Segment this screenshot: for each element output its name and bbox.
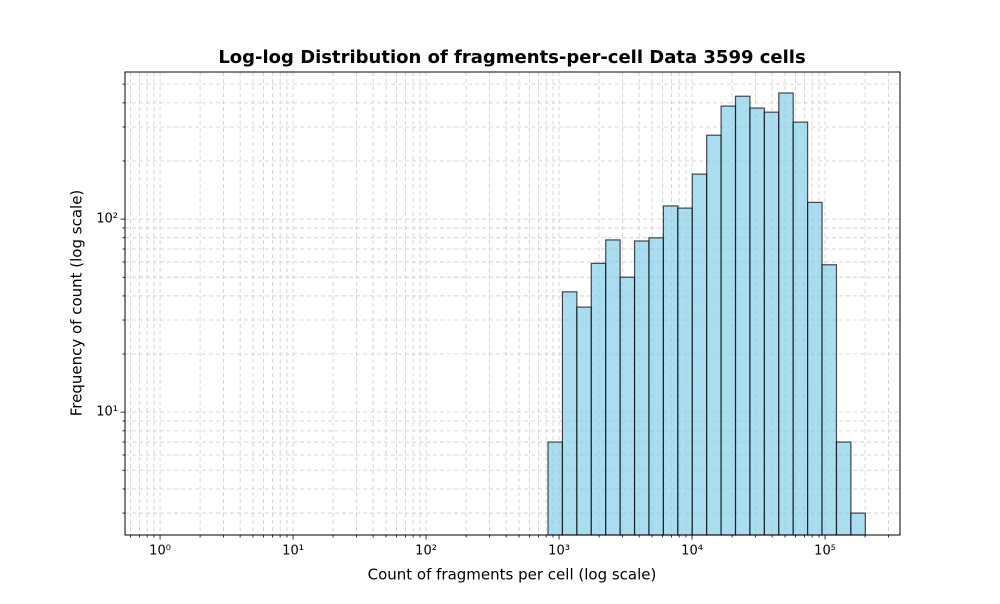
- histogram-bar: [749, 107, 765, 536]
- histogram-bar: [547, 441, 564, 536]
- chart-title: Log-log Distribution of fragments-per-ce…: [218, 47, 805, 68]
- histogram-bar: [763, 111, 780, 536]
- x-tick-label: 10²: [415, 544, 437, 559]
- histogram-bar: [605, 239, 621, 536]
- histogram-bar: [561, 291, 578, 536]
- histogram-bar: [691, 173, 708, 536]
- histogram-bar: [633, 240, 650, 536]
- histogram-bar: [706, 134, 722, 536]
- histogram-bar: [807, 201, 823, 536]
- x-axis-label: Count of fragments per cell (log scale): [368, 566, 657, 584]
- histogram-bar: [734, 95, 751, 536]
- histogram-bar: [835, 441, 852, 536]
- x-tick-label: 10⁵: [814, 544, 836, 559]
- x-tick-label: 10⁴: [681, 544, 703, 559]
- plot-frame: [124, 71, 901, 536]
- histogram-bar: [677, 207, 693, 536]
- y-tick-label: 10²: [96, 212, 118, 227]
- histogram-bar: [792, 121, 809, 536]
- y-axis-label: Frequency of count (log scale): [68, 190, 86, 417]
- x-tick-label: 10⁰: [149, 544, 171, 559]
- histogram-bar: [821, 264, 838, 536]
- x-tick-label: 10³: [548, 544, 570, 559]
- histogram-bar: [590, 262, 607, 536]
- histogram-bar: [619, 276, 636, 536]
- histogram-bar: [720, 105, 737, 536]
- histogram-bar: [662, 205, 679, 536]
- histogram-bar: [850, 512, 866, 536]
- histogram-bar: [778, 92, 794, 536]
- x-tick-label: 10¹: [282, 544, 304, 559]
- histogram-bar: [576, 306, 592, 536]
- histogram-bar: [648, 237, 665, 536]
- y-tick-label: 10¹: [96, 405, 118, 420]
